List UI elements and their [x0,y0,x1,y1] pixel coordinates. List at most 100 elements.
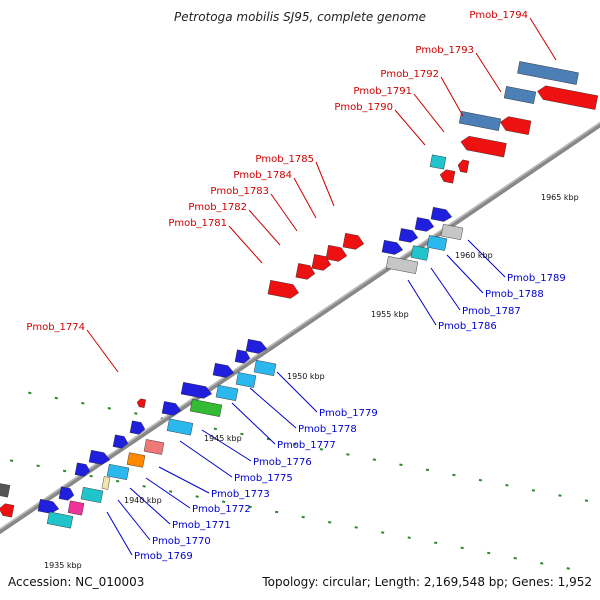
leader-line [276,371,318,413]
tick-mark [354,526,358,529]
map-title: Petrotoga mobilis SJ95, complete genome [173,10,427,24]
tick-mark [248,505,252,509]
tick-mark [328,520,332,524]
gene-orange-1 [126,452,146,468]
gene-cyan-1 [410,245,430,261]
tick-mark [62,469,67,473]
tick-mark [213,427,218,431]
tick-mark [54,396,58,400]
scale-label: 1950 kbp [287,372,325,381]
scale-label: 1960 kbp [455,251,493,260]
gene-green-1 [189,399,223,417]
gene-cream-1 [101,476,111,490]
tick-mark [584,499,589,502]
tick-mark [372,458,377,461]
gene-pmob-1783 [311,254,332,271]
gene-pmob-1779 [245,338,268,354]
gene-skyblue-3 [235,372,257,388]
tick-mark [221,500,226,504]
gene-label: Pmob_1787 [462,306,521,317]
gene-magenta-1 [67,500,85,516]
gene-pmob-1794-reverse [537,85,599,110]
leader-line [446,254,484,294]
gene-pmob-1773 [129,420,146,435]
tick-mark [142,485,146,488]
gene-pmob-1784 [325,244,348,262]
gene-label: Pmob_1779 [319,408,378,419]
leader-line [467,239,506,278]
gene-gray-edge [0,483,11,498]
gene-pmob-1793 [503,86,537,104]
tick-mark [168,490,173,493]
tick-mark [115,479,120,483]
gene-label: Pmob_1788 [485,289,544,300]
gene-cyan-2 [80,486,104,504]
gene-pmob-1786 [381,239,404,255]
tick-mark [434,541,438,545]
gene-pmob-1775 [161,401,182,416]
genome-backbone [0,121,600,535]
leader-line [145,477,191,509]
gene-pmob-1769 [37,498,60,514]
leader-line [394,109,426,146]
leader-line [86,329,119,373]
leader-line [248,209,281,246]
gene-label: Pmob_1782 [188,202,247,213]
tick-mark [346,453,350,456]
gene-skyblue-1 [426,235,448,251]
leader-line [106,511,133,556]
tick-mark [407,536,411,539]
tick-mark [36,464,40,468]
gene-pmob-1782 [295,263,316,280]
backbone-layer [0,121,600,535]
tick-mark [478,478,483,482]
gene-pmob-1776 [180,382,213,399]
tick-mark [195,495,199,498]
gene-pmob-1771 [88,449,111,465]
gene-pmob-1787 [398,228,419,243]
gene-label: Pmob_1784 [233,170,292,181]
tick-layer [9,391,589,570]
gene-label: Pmob_1783 [210,186,269,197]
tick-mark [89,474,93,478]
label-layer: 1935 kbp 1940 kbp 1945 kbp 1950 kbp 1955 kbp… [26,10,578,570]
gene-pmob-1777 [212,362,235,378]
tick-mark [240,432,244,436]
gene-pmob-1792-reverse [460,135,507,158]
gene-layer [0,61,599,529]
tick-mark [319,448,324,451]
gene-pink-1 [143,439,165,455]
accession-text: Accession: NC_010003 [8,575,145,589]
gene-pmob-1789 [430,206,453,222]
gene-pmob-1791 [457,159,470,174]
gene-label: Pmob_1769 [134,551,193,562]
tick-mark [531,489,536,492]
gene-pmob-1781 [267,280,299,299]
gene-pmob-1793-reverse [500,116,532,135]
tick-mark [134,412,138,415]
gene-label: Pmob_1774 [26,322,85,333]
gene-pmob-1778 [234,349,251,364]
leader-line [179,440,233,478]
tick-mark [487,551,491,555]
tick-mark [425,468,430,472]
tick-mark [107,407,111,410]
gene-label: Pmob_1778 [298,424,357,435]
gene-label: Pmob_1772 [192,504,251,515]
gene-cyan-3 [46,511,74,529]
leader-line [413,93,445,133]
gene-label: Pmob_1776 [253,457,312,468]
tick-mark [566,567,570,570]
gene-skyblue-6 [106,463,130,481]
tick-mark [540,562,544,565]
gene-gray-2 [385,256,419,274]
gene-label: Pmob_1770 [152,536,211,547]
gene-label: Pmob_1792 [380,69,439,80]
gene-skyblue-2 [253,359,277,377]
topology-summary: Topology: circular; Length: 2,169,548 bp… [262,575,592,589]
leader-line [129,487,171,525]
gene-label: Pmob_1786 [438,321,497,332]
gene-label: Pmob_1775 [234,473,293,484]
gene-label: Pmob_1791 [353,86,412,97]
